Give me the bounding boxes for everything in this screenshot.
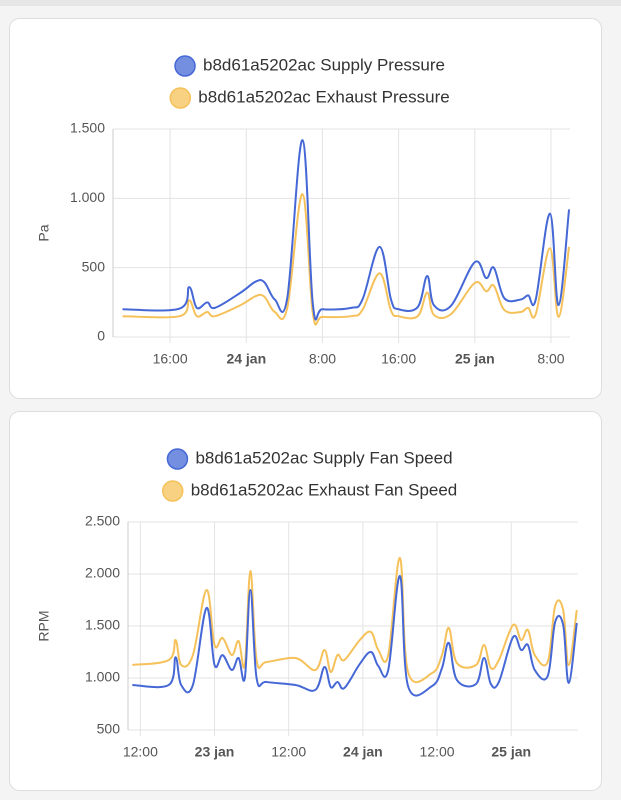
x-tick-label: 16:00 [153, 351, 188, 367]
y-tick-label: 2.000 [85, 565, 120, 581]
series-line [132, 556, 578, 684]
top-bar [0, 0, 621, 6]
y-tick-label: 0 [97, 328, 105, 344]
series-line [122, 193, 571, 326]
y-tick-label: 1.000 [85, 669, 120, 685]
x-tick-label: 8:00 [309, 351, 336, 367]
legend-label: b8d61a5202ac Exhaust Pressure [198, 87, 449, 106]
y-tick-label: 1.500 [85, 617, 120, 633]
legend-label: b8d61a5202ac Supply Pressure [203, 55, 445, 74]
y-tick-label: 500 [82, 258, 106, 274]
x-tick-label: 24 jan [226, 351, 266, 367]
y-tick-label: 1.000 [70, 189, 105, 205]
y-axis-label: Pa [36, 224, 52, 241]
series-line [122, 139, 571, 321]
legend-marker [174, 55, 196, 77]
legend-label: b8d61a5202ac Supply Fan Speed [195, 448, 452, 467]
series-line [132, 575, 578, 697]
x-tick-label: 16:00 [381, 351, 416, 367]
legend-marker [166, 448, 189, 470]
y-tick-label: 1.500 [70, 120, 105, 136]
x-tick-label: 25 jan [491, 744, 531, 760]
legend-label: b8d61a5202ac Exhaust Fan Speed [191, 480, 458, 499]
y-axis-label: RPM [36, 610, 52, 641]
y-tick-label: 500 [97, 721, 121, 737]
x-tick-label: 12:00 [420, 744, 455, 760]
legend-marker [169, 87, 192, 109]
x-tick-label: 8:00 [537, 351, 564, 367]
x-tick-label: 24 jan [343, 744, 383, 760]
card [9, 411, 602, 791]
x-tick-label: 12:00 [123, 744, 158, 760]
x-tick-label: 23 jan [195, 744, 235, 760]
y-tick-label: 2.500 [85, 513, 120, 529]
x-tick-label: 12:00 [271, 744, 306, 760]
x-tick-label: 25 jan [455, 351, 495, 367]
legend-marker [161, 480, 184, 502]
